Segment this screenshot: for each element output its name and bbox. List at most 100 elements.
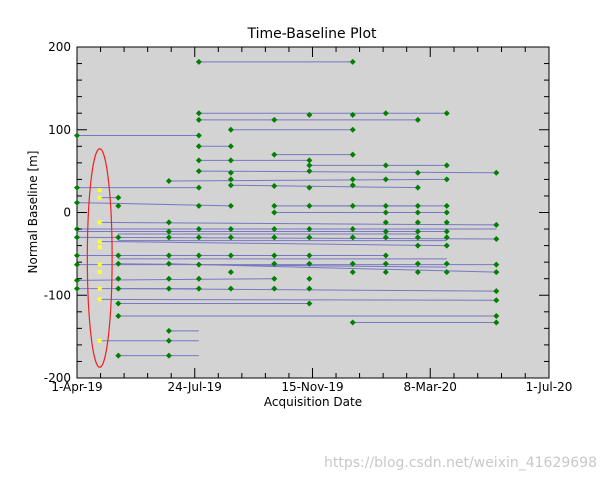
acquisition-node <box>227 202 234 209</box>
acquisition-node <box>382 202 389 209</box>
highlight-node <box>97 195 102 200</box>
acquisition-node <box>115 260 122 267</box>
highlight-node <box>97 297 102 302</box>
acquisition-node <box>349 226 356 233</box>
acquisition-node <box>349 126 356 133</box>
acquisition-node <box>306 184 313 191</box>
acquisition-node <box>195 226 202 233</box>
acquisition-node <box>227 143 234 150</box>
acquisition-node <box>165 234 172 241</box>
acquisition-node <box>306 202 313 209</box>
acquisition-node <box>349 319 356 326</box>
y-tick-label: -100 <box>44 288 71 302</box>
acquisition-node <box>271 275 278 282</box>
acquisition-node <box>382 209 389 216</box>
acquisition-node <box>382 252 389 259</box>
acquisition-node <box>443 269 450 276</box>
acquisition-node <box>382 162 389 169</box>
acquisition-node <box>227 285 234 292</box>
connections-layer <box>76 61 497 357</box>
acquisition-node <box>443 260 450 267</box>
acquisition-node <box>306 260 313 267</box>
acquisition-node <box>493 261 500 268</box>
acquisition-node <box>349 234 356 241</box>
acquisition-node <box>493 235 500 242</box>
acquisition-node <box>271 202 278 209</box>
acquisition-node <box>414 184 421 191</box>
acquisition-node <box>271 285 278 292</box>
acquisition-node <box>115 252 122 259</box>
chart-title: Time-Baseline Plot <box>246 26 377 42</box>
acquisition-node <box>443 110 450 117</box>
connection-line <box>168 263 497 273</box>
acquisition-node <box>74 261 80 268</box>
acquisition-node <box>349 202 356 209</box>
acquisition-node <box>74 285 80 292</box>
connection-line <box>168 178 447 182</box>
acquisition-node <box>306 285 313 292</box>
acquisition-node <box>443 209 450 216</box>
acquisition-node <box>271 226 278 233</box>
acquisition-node <box>165 260 172 267</box>
y-tick-label: 0 <box>63 206 71 220</box>
highlight-node <box>97 245 102 250</box>
acquisition-node <box>493 269 500 276</box>
acquisition-node <box>195 157 202 164</box>
acquisition-node <box>227 176 234 183</box>
axis-ticks <box>76 46 550 379</box>
acquisition-node <box>306 226 313 233</box>
acquisition-node <box>382 228 389 235</box>
acquisition-node <box>349 58 356 65</box>
acquisition-node <box>227 252 234 259</box>
acquisition-node <box>414 260 421 267</box>
acquisition-node <box>115 202 122 209</box>
acquisition-node <box>195 202 202 209</box>
acquisition-node <box>349 269 356 276</box>
acquisition-node <box>195 143 202 150</box>
y-tick-label: 200 <box>48 40 71 54</box>
acquisition-node <box>414 219 421 226</box>
acquisition-node <box>165 285 172 292</box>
acquisition-node <box>382 260 389 267</box>
connection-line <box>76 278 275 281</box>
acquisition-node <box>414 228 421 235</box>
acquisition-node <box>382 234 389 241</box>
acquisition-node <box>493 288 500 295</box>
acquisition-node <box>227 234 234 241</box>
acquisition-node <box>414 202 421 209</box>
acquisition-node <box>227 157 234 164</box>
acquisition-node <box>195 110 202 117</box>
acquisition-node <box>195 184 202 191</box>
connection-line <box>76 202 231 207</box>
acquisition-node <box>227 182 234 189</box>
connection-line <box>198 170 497 174</box>
acquisition-node <box>443 202 450 209</box>
highlight-node <box>97 338 102 343</box>
acquisition-node <box>414 242 421 249</box>
x-axis-label: Acquisition Date <box>264 395 362 409</box>
acquisition-node <box>349 151 356 158</box>
y-tick-label: 100 <box>48 123 71 137</box>
acquisition-node <box>195 132 202 139</box>
acquisition-node <box>306 234 313 241</box>
acquisition-node <box>493 169 500 176</box>
acquisition-node <box>306 300 313 307</box>
acquisition-node <box>306 157 313 164</box>
acquisition-node <box>306 275 313 282</box>
acquisition-node <box>306 168 313 175</box>
highlight-ellipse <box>86 148 113 368</box>
highlight-node <box>97 262 102 267</box>
x-tick-label: 15-Nov-19 <box>281 380 343 394</box>
acquisition-node <box>227 126 234 133</box>
acquisition-node <box>115 234 122 241</box>
acquisition-node <box>443 234 450 241</box>
connection-line <box>99 240 447 247</box>
acquisition-node <box>195 234 202 241</box>
acquisition-node <box>306 111 313 118</box>
acquisition-node <box>74 234 80 241</box>
acquisition-node <box>271 234 278 241</box>
acquisition-node <box>74 199 80 206</box>
watermark: https://blog.csdn.net/weixin_41629698 <box>323 455 597 471</box>
acquisition-node <box>271 183 278 190</box>
acquisition-node <box>271 209 278 216</box>
